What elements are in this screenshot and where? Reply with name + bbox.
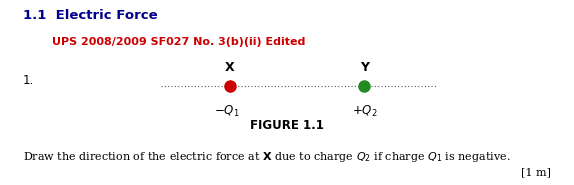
Text: UPS 2008/2009 SF027 No. 3(b)(ii) Edited: UPS 2008/2009 SF027 No. 3(b)(ii) Edited: [52, 37, 305, 47]
Text: X: X: [225, 61, 234, 74]
Text: [1 m]: [1 m]: [521, 168, 551, 178]
Text: $-Q_1$: $-Q_1$: [214, 104, 239, 119]
Text: Y: Y: [360, 61, 369, 74]
Text: 1.: 1.: [23, 74, 34, 87]
Text: Draw the direction of the electric force at $\mathbf{X}$ due to charge $Q_2$ if : Draw the direction of the electric force…: [23, 150, 511, 164]
Text: 1.1  Electric Force: 1.1 Electric Force: [23, 9, 158, 22]
Text: $+Q_2$: $+Q_2$: [352, 104, 377, 119]
Text: FIGURE 1.1: FIGURE 1.1: [250, 119, 324, 132]
